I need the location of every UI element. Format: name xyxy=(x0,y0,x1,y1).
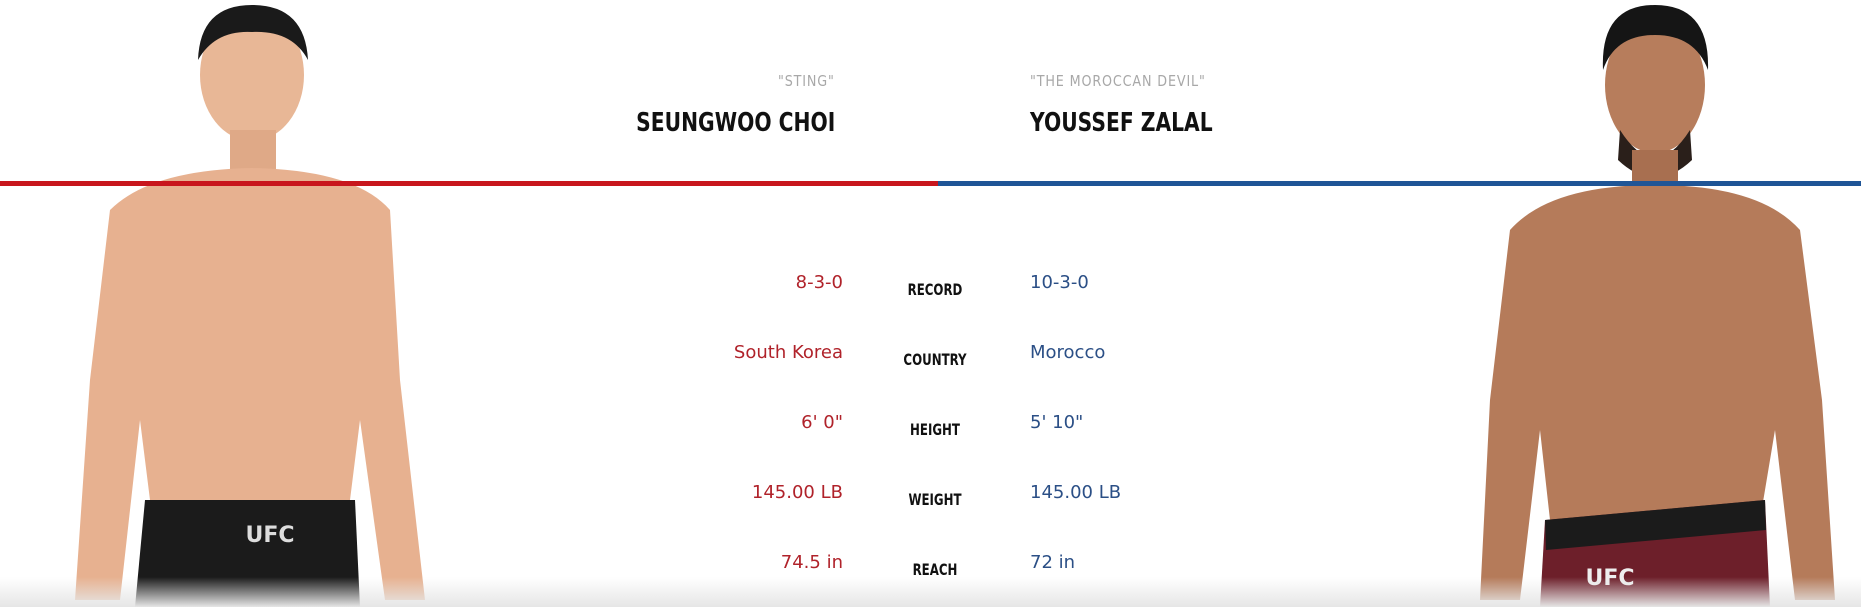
blue-stat-value: 145.00 LB xyxy=(1030,482,1122,503)
red-stat-value: 8-3-0 xyxy=(795,272,843,293)
stat-row-weight: 145.00 LB WEIGHT 145.00 LB xyxy=(0,482,1861,512)
blue-stat-value: Morocco xyxy=(1030,342,1106,363)
stat-label: HEIGHT xyxy=(910,420,960,439)
blue-stat-value: 72 in xyxy=(1030,552,1076,573)
red-stat-value: South Korea xyxy=(733,342,843,363)
red-fighter-nickname: "STING" xyxy=(778,72,835,90)
red-fighter-name[interactable]: SEUNGWOO CHOI xyxy=(635,108,835,138)
blue-stat-value: 5' 10" xyxy=(1030,412,1084,433)
blue-fighter-photo: UFC xyxy=(1480,5,1835,607)
blue-fighter-name[interactable]: YOUSSEF ZALAL xyxy=(1030,108,1213,138)
blue-fighter-nickname: "THE MOROCCAN DEVIL" xyxy=(1030,72,1206,90)
stat-label: REACH xyxy=(912,560,958,579)
stat-row-country: South Korea COUNTRY Morocco xyxy=(0,342,1861,372)
bottom-fade xyxy=(0,577,1861,607)
ufc-logo: UFC xyxy=(245,523,294,548)
blue-corner-divider xyxy=(938,181,1861,186)
stat-row-reach: 74.5 in REACH 72 in xyxy=(0,552,1861,582)
stat-label: WEIGHT xyxy=(908,490,962,509)
red-fighter-photo: UFC xyxy=(75,5,425,607)
stat-row-height: 6' 0" HEIGHT 5' 10" xyxy=(0,412,1861,442)
red-stat-value: 74.5 in xyxy=(780,552,843,573)
stat-label: COUNTRY xyxy=(903,350,967,369)
blue-stat-value: 10-3-0 xyxy=(1030,272,1089,293)
red-corner-divider xyxy=(0,181,938,186)
stat-label: RECORD xyxy=(907,280,963,299)
red-stat-value: 145.00 LB xyxy=(751,482,843,503)
red-stat-value: 6' 0" xyxy=(801,412,843,433)
stat-row-record: 8-3-0 RECORD 10-3-0 xyxy=(0,272,1861,302)
